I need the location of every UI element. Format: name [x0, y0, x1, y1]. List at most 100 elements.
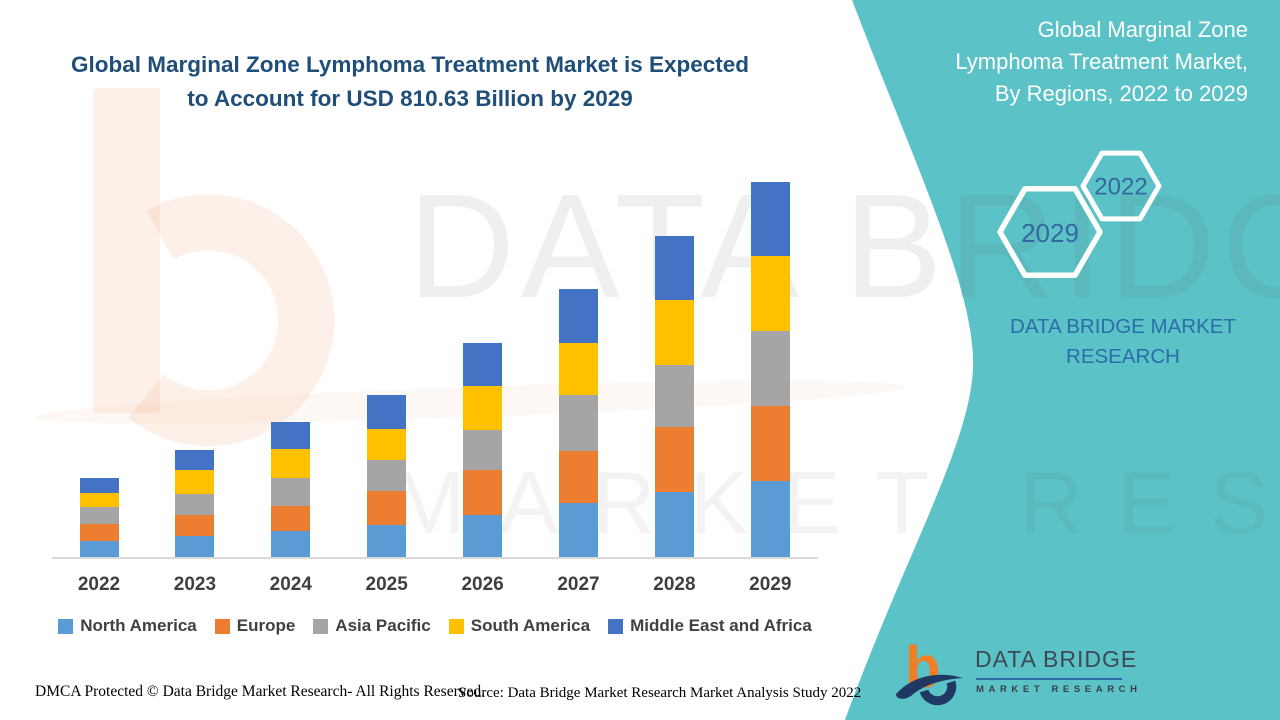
legend-label: North America — [80, 616, 197, 635]
hexagon-2022 — [1080, 150, 1162, 222]
x-axis-label: 2027 — [557, 574, 600, 595]
logo-b-icon: b — [896, 635, 963, 706]
bar-segment — [463, 470, 503, 515]
bar-segment — [463, 343, 503, 386]
legend-label: Europe — [236, 616, 296, 635]
legend-label: Middle East and Africa — [630, 616, 812, 635]
bar-segment — [271, 506, 311, 531]
panel-brand-text: DATA BRIDGE MARKET RESEARCH — [973, 312, 1273, 372]
bar-segment — [271, 422, 311, 449]
legend-swatch — [448, 618, 464, 634]
bar-segment — [750, 331, 790, 406]
page-title-line2: to Account for USD 810.63 Billion by 202… — [187, 86, 633, 111]
side-heading-line3: By Regions, 2022 to 2029 — [994, 81, 1248, 106]
footer-dmca-text: DMCA Protected © Data Bridge Market Rese… — [35, 683, 485, 700]
bar-segment — [654, 236, 694, 300]
logo-divider — [976, 678, 1122, 680]
x-axis-label: 2023 — [173, 574, 217, 595]
bar-segment — [750, 481, 790, 557]
x-axis-label: 2028 — [653, 574, 696, 595]
bar-segment — [79, 493, 119, 507]
legend-swatch — [214, 618, 230, 634]
stacked-bar-2024 — [271, 422, 311, 557]
x-axis-line — [52, 557, 818, 559]
bar-segment — [79, 507, 119, 524]
bar-segment — [463, 386, 503, 430]
legend-swatch — [313, 618, 329, 634]
footer-source-text: Source: Data Bridge Market Research Mark… — [458, 685, 862, 701]
legend-item: Asia Pacific — [313, 616, 431, 636]
bar-segment — [654, 300, 694, 365]
stacked-bar-2028 — [654, 236, 694, 557]
page-title: Global Marginal Zone Lymphoma Treatment … — [40, 48, 780, 116]
bar-segment — [367, 395, 407, 429]
logo-subtitle: MARKET RESEARCH — [976, 684, 1142, 695]
bar-segment — [559, 289, 598, 343]
logo-title: DATA BRIDGE — [975, 646, 1138, 672]
stacked-bar-2029 — [750, 182, 790, 557]
bar-segment — [367, 460, 407, 491]
legend-item: Middle East and Africa — [608, 616, 812, 636]
bar-segment — [750, 256, 790, 331]
stacked-bar-2027 — [559, 289, 598, 557]
bar-segment — [559, 451, 598, 503]
bar-segment — [79, 524, 119, 541]
bar-segment — [271, 478, 311, 506]
bar-segment — [559, 395, 598, 451]
bar-segment — [271, 449, 311, 478]
legend: North America Europe Asia Pacific South Ame… — [52, 616, 818, 636]
stacked-bar-2022 — [79, 478, 119, 557]
legend-item: Europe — [214, 616, 296, 636]
stacked-bar-2025 — [367, 395, 407, 557]
x-axis-label: 2025 — [365, 574, 408, 595]
bar-segment — [175, 450, 215, 470]
legend-item: North America — [58, 616, 197, 636]
bar-segment — [175, 470, 215, 494]
x-axis-label: 2022 — [77, 574, 121, 595]
bar-segment — [463, 515, 503, 557]
hexagon-2022-label: 2022 — [1094, 174, 1147, 201]
hexagon-2029 — [997, 185, 1103, 279]
legend-item: South America — [448, 616, 591, 636]
bar-segment — [654, 365, 694, 427]
hexagon-2029-label: 2029 — [1021, 218, 1079, 248]
bar-segment — [367, 525, 407, 557]
bar-segment — [559, 503, 598, 557]
bar-segment — [271, 531, 311, 557]
bar-segment — [79, 541, 119, 557]
panel-brand-line2: RESEARCH — [1066, 345, 1180, 368]
bar-segment — [367, 429, 407, 460]
bar-segment — [175, 494, 215, 515]
x-axis-labels: 2022 2023 2024 2025 2026 2027 2028 2029 — [52, 574, 818, 600]
chart-area — [52, 170, 818, 559]
stacked-bar-2023 — [175, 450, 215, 557]
teal-side-panel — [845, 0, 1280, 720]
bar-segment — [175, 536, 215, 557]
bar-segment — [463, 430, 503, 470]
x-axis-label: 2029 — [749, 574, 792, 595]
legend-swatch — [608, 618, 624, 634]
bar-segment — [559, 343, 598, 395]
bar-segment — [750, 406, 790, 481]
panel-brand-line1: DATA BRIDGE MARKET — [1010, 315, 1236, 338]
bar-segment — [175, 515, 215, 536]
company-logo: b DATA BRIDGE MARKET RESEARCH — [893, 633, 1137, 713]
stacked-bar-2026 — [463, 343, 503, 557]
page-title-line1: Global Marginal Zone Lymphoma Treatment … — [70, 52, 750, 77]
year-hexagons: 2022 2029 — [997, 150, 1162, 279]
bar-segment — [367, 491, 407, 525]
x-axis-label: 2026 — [461, 574, 504, 595]
watermark-sub-text: MARKET RESEARCH — [392, 453, 1280, 552]
bar-segment — [79, 478, 119, 493]
bar-segment — [750, 182, 790, 256]
side-heading-line2: Lymphoma Treatment Market, — [955, 49, 1248, 74]
x-axis-label: 2024 — [269, 574, 312, 595]
watermark-brand-text: DATA BRIDGE — [408, 164, 1280, 329]
legend-swatch — [58, 618, 74, 634]
side-panel-heading: Global Marginal Zone Lymphoma Treatment … — [860, 14, 1248, 110]
legend-label: Asia Pacific — [335, 616, 431, 635]
legend-label: South America — [470, 616, 591, 635]
bar-segment — [654, 427, 694, 492]
side-heading-line1: Global Marginal Zone — [1037, 17, 1248, 42]
